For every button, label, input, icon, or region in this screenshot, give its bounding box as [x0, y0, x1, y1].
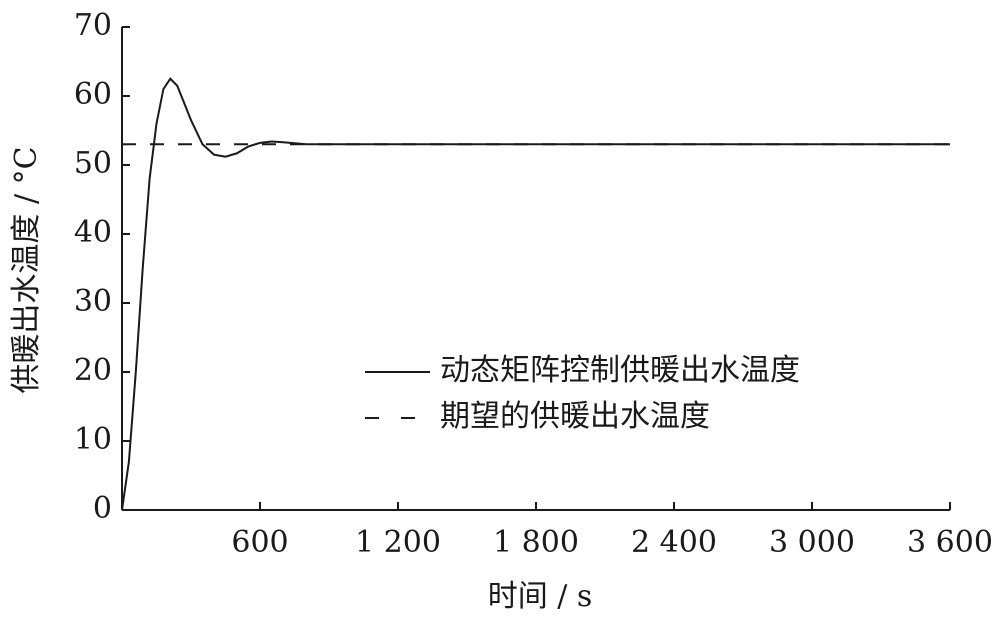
y-tick-label: 0 [93, 491, 112, 526]
y-tick-label: 10 [74, 422, 112, 457]
y-tick-label: 20 [74, 353, 112, 388]
x-tick-label: 1 800 [493, 525, 579, 560]
y-tick-label: 50 [74, 146, 112, 181]
y-tick-label: 40 [74, 215, 112, 250]
x-tick-label: 3 000 [769, 525, 855, 560]
legend-label: 期望的供暖出水温度 [440, 399, 710, 434]
legend-label: 动态矩阵控制供暖出水温度 [440, 353, 800, 388]
x-tick-label: 3 600 [907, 525, 993, 560]
x-tick-label: 600 [231, 525, 288, 560]
x-axis-label: 时间 / s [488, 579, 593, 614]
y-tick-label: 70 [74, 8, 112, 43]
y-axis-label: 供暖出水温度 / °C [9, 146, 44, 393]
x-tick-label: 1 200 [355, 525, 441, 560]
x-tick-label: 2 400 [631, 525, 717, 560]
y-tick-label: 30 [74, 284, 112, 319]
line [121, 77, 950, 511]
y-tick-label: 60 [74, 77, 112, 112]
